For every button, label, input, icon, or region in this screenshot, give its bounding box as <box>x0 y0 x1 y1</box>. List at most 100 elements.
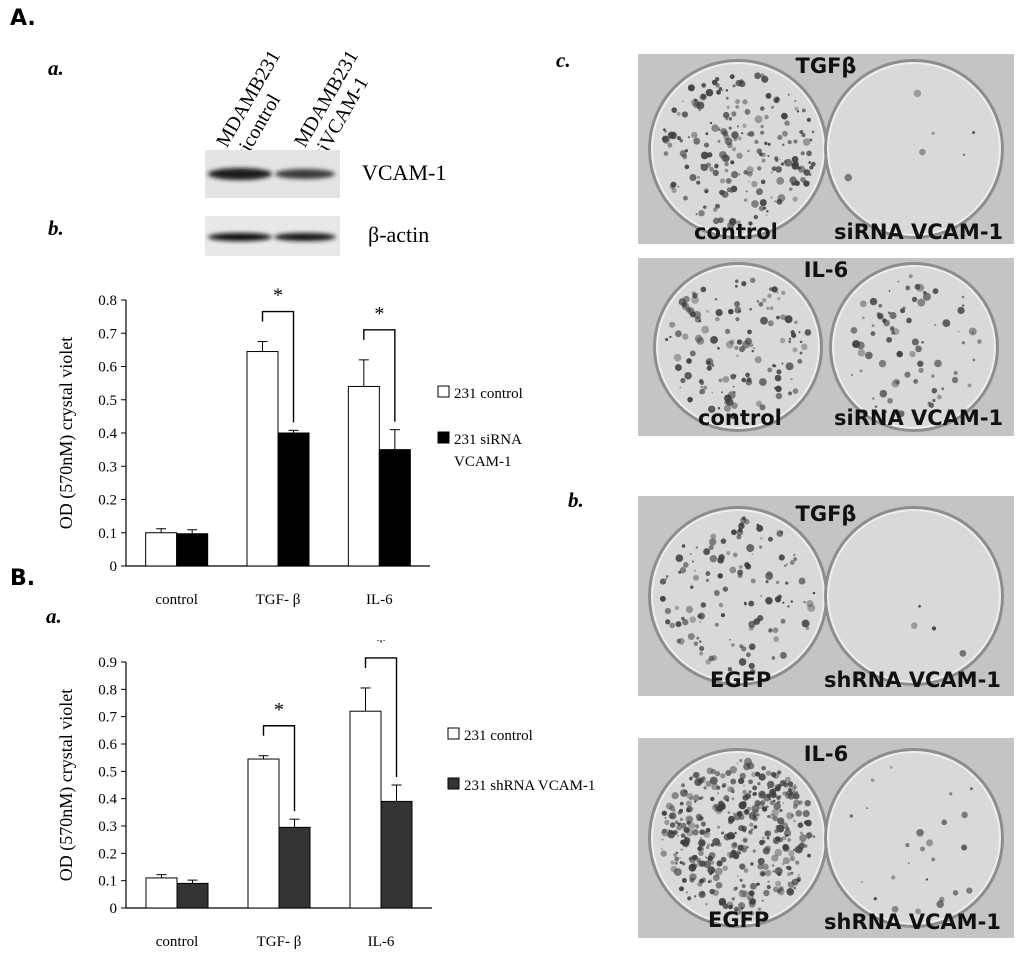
colony-dot <box>696 857 701 863</box>
colony-dot <box>741 377 747 383</box>
colony-dot <box>784 158 793 167</box>
colony-dot <box>776 291 779 294</box>
colony-dot <box>664 816 667 819</box>
colony-dot <box>851 374 853 376</box>
colony-dot <box>669 622 676 629</box>
colony-dot <box>949 792 953 796</box>
colony-dot <box>736 152 743 159</box>
colony-dot <box>738 173 741 176</box>
colony-dot <box>705 132 709 136</box>
colony-dot <box>701 891 705 896</box>
colony-dot <box>670 860 675 865</box>
colony-dot <box>795 791 798 794</box>
colony-dot <box>700 151 709 160</box>
colony-dot <box>698 850 704 856</box>
colony-dot <box>731 849 736 855</box>
colony-dot <box>677 637 685 645</box>
colony-dot <box>732 841 737 847</box>
colony-dot <box>696 860 703 867</box>
colony-dot <box>676 638 681 644</box>
colony-dot <box>754 356 762 364</box>
colony-dot <box>678 570 682 574</box>
panel-label-A: A. <box>10 6 36 31</box>
colony-dot <box>736 875 739 878</box>
significance-bracket <box>262 725 296 812</box>
colony-dot <box>663 151 669 156</box>
colony-dot <box>767 320 774 327</box>
colony-dot <box>743 838 747 843</box>
colony-dot <box>696 180 701 185</box>
colony-dot <box>681 862 686 866</box>
colony-dot <box>729 74 735 80</box>
colony-dot <box>751 553 754 556</box>
colony-dot <box>807 853 811 858</box>
colony-dot <box>961 304 965 307</box>
colony-dot <box>792 848 796 851</box>
colony-dot <box>776 177 785 185</box>
colony-dot <box>728 815 735 823</box>
colony-dot <box>697 175 700 179</box>
colony-dot <box>856 341 865 350</box>
colony-dot <box>932 288 939 295</box>
colony-dot <box>725 340 734 349</box>
colony-dot <box>734 279 739 283</box>
colony-dot <box>743 784 745 787</box>
colony-dot <box>758 378 767 386</box>
colony-dot <box>735 99 740 105</box>
colony-dot <box>757 782 761 786</box>
colony-dot <box>730 778 737 785</box>
colony-dot <box>781 130 788 137</box>
colony-dot <box>794 784 797 787</box>
colony-dot <box>738 658 747 666</box>
colony-dot <box>939 896 945 903</box>
colony-dot <box>747 329 752 335</box>
colony-dot <box>934 359 942 368</box>
colony-dot <box>888 290 891 292</box>
colony-dot <box>774 848 783 857</box>
colony-dot <box>801 133 806 138</box>
bar <box>347 385 380 567</box>
colony-photo-image <box>638 738 1014 938</box>
colony-dot <box>932 398 936 403</box>
colony-dot <box>733 906 739 912</box>
colony-dot <box>739 878 743 882</box>
subpanel-label-b: b. <box>48 216 64 240</box>
colony-dot <box>794 106 799 111</box>
colony-dot <box>746 652 751 658</box>
colony-dot <box>697 881 703 887</box>
colony-dot <box>703 142 710 148</box>
significance-star: * <box>273 285 283 307</box>
colony-dot <box>689 796 694 801</box>
colony-dot <box>931 626 937 631</box>
colony-dot <box>722 586 729 592</box>
colony-dot <box>774 374 782 382</box>
colony-dot <box>731 529 737 536</box>
colony-dot <box>786 812 794 820</box>
colony-dot <box>774 365 777 368</box>
colony-dot <box>780 162 785 166</box>
colony-dot <box>679 801 684 806</box>
y-tick-label: 0.2 <box>98 493 117 509</box>
colony-dot <box>705 828 707 830</box>
y-tick-label: 0.6 <box>98 360 117 376</box>
colony-dot <box>744 108 751 115</box>
colony-dot <box>936 900 944 908</box>
colony-dot <box>788 337 792 341</box>
colony-dot <box>732 812 735 815</box>
colony-dot <box>748 829 752 834</box>
colony-dot <box>699 651 704 656</box>
colony-dot <box>722 865 728 871</box>
colony-dot <box>961 811 968 819</box>
colony-dot <box>781 362 784 365</box>
colony-dot <box>741 516 746 521</box>
subpanel-label-b-right: b. <box>568 488 584 512</box>
colony-dot <box>961 341 965 345</box>
significance-star: * <box>376 640 386 653</box>
colony-dot <box>683 826 690 834</box>
colony-dot <box>693 574 699 581</box>
colony-dot <box>791 182 795 186</box>
colony-dot <box>775 166 782 173</box>
colony-dot <box>953 370 958 375</box>
colony-dot <box>870 778 875 783</box>
colony-dot <box>688 856 693 861</box>
